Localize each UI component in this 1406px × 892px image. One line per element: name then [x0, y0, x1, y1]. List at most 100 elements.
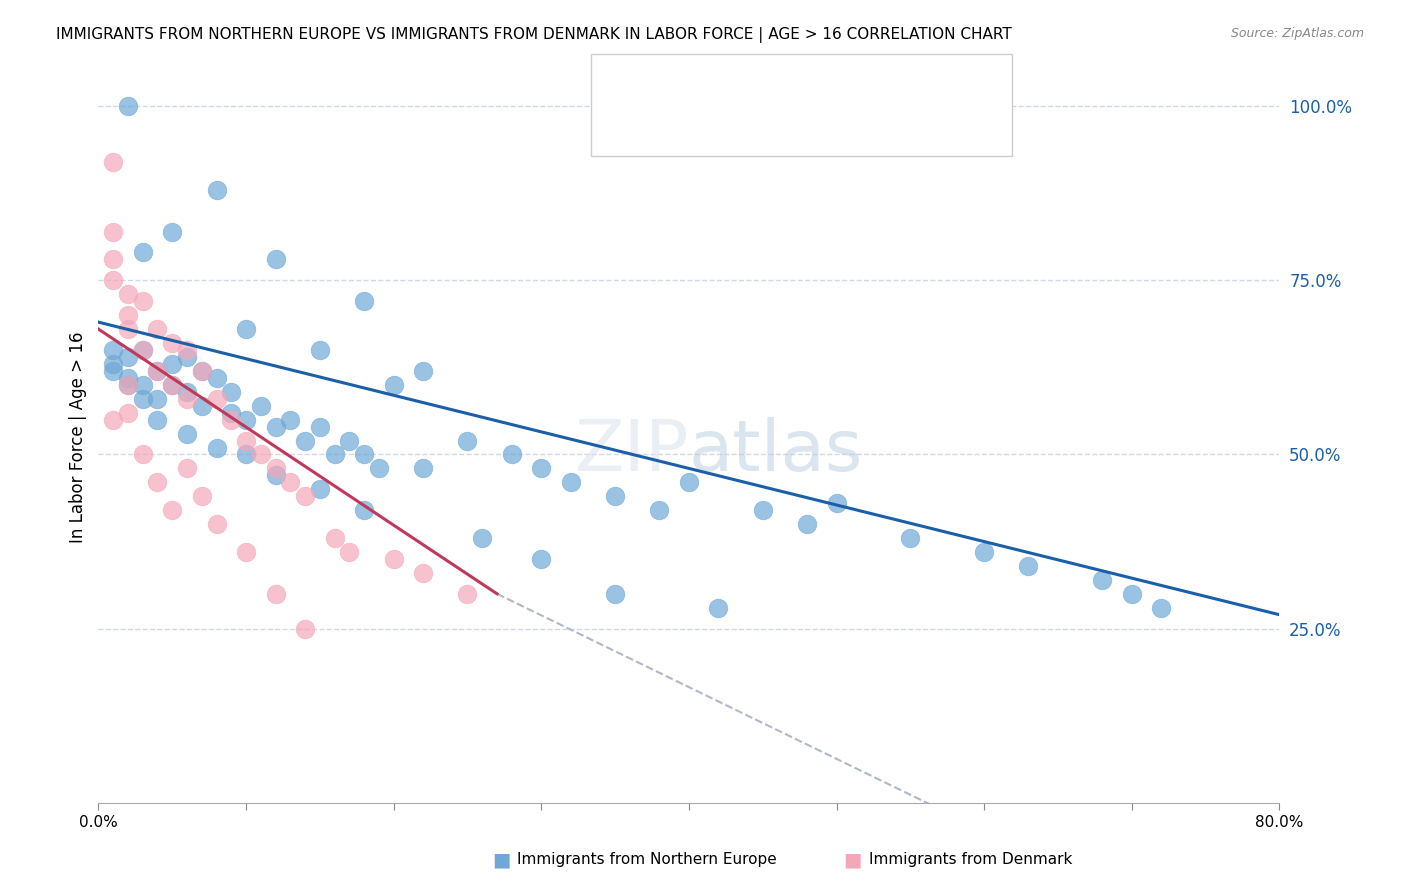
Point	[560, 475, 582, 490]
Point	[132, 343, 155, 357]
Point	[103, 273, 125, 287]
Point	[339, 545, 360, 559]
Text: ■: ■	[844, 851, 862, 870]
Point	[294, 434, 316, 448]
Point	[117, 377, 139, 392]
Point	[264, 252, 287, 267]
Point	[146, 364, 169, 378]
Text: IMMIGRANTS FROM NORTHERN EUROPE VS IMMIGRANTS FROM DENMARK IN LABOR FORCE | AGE : IMMIGRANTS FROM NORTHERN EUROPE VS IMMIG…	[56, 27, 1012, 43]
Point	[132, 377, 155, 392]
Text: -0.388: -0.388	[686, 82, 741, 97]
Point	[339, 434, 360, 448]
Point	[471, 531, 494, 545]
Point	[264, 468, 287, 483]
Text: atlas: atlas	[689, 417, 863, 486]
Point	[278, 412, 302, 426]
Point	[530, 461, 553, 475]
Point	[162, 503, 183, 517]
Point	[1091, 573, 1114, 587]
Point	[191, 399, 214, 413]
Point	[191, 489, 214, 503]
Point	[162, 357, 183, 371]
Point	[309, 419, 332, 434]
Point	[146, 392, 169, 406]
Point	[117, 371, 139, 385]
Point	[162, 225, 183, 239]
Point	[117, 406, 139, 420]
Point	[176, 350, 198, 364]
Point	[132, 245, 155, 260]
Point	[309, 483, 332, 497]
Point	[103, 364, 125, 378]
Point	[264, 419, 287, 434]
Point	[176, 426, 198, 441]
Point	[412, 461, 434, 475]
Text: R =: R =	[650, 118, 683, 133]
Point	[412, 566, 434, 580]
Point	[132, 448, 155, 462]
Text: Source: ZipAtlas.com: Source: ZipAtlas.com	[1230, 27, 1364, 40]
Point	[264, 587, 287, 601]
Point	[219, 406, 242, 420]
Point	[103, 357, 125, 371]
Point	[162, 336, 183, 351]
Point	[294, 489, 316, 503]
Point	[605, 587, 627, 601]
Text: N =: N =	[745, 118, 779, 133]
Point	[176, 392, 198, 406]
Point	[117, 99, 139, 113]
Point	[353, 294, 375, 309]
Point	[250, 448, 273, 462]
Point	[678, 475, 700, 490]
Point	[103, 155, 125, 169]
Point	[117, 350, 139, 364]
Point	[1150, 600, 1173, 615]
Point	[162, 377, 183, 392]
Point	[162, 377, 183, 392]
Point	[323, 448, 346, 462]
Point	[250, 399, 273, 413]
Point	[132, 294, 155, 309]
Point	[235, 545, 257, 559]
Point	[191, 364, 214, 378]
Point	[117, 377, 139, 392]
Point	[456, 587, 478, 601]
Point	[146, 364, 169, 378]
Point	[117, 308, 139, 322]
Point	[176, 461, 198, 475]
Text: Immigrants from Denmark: Immigrants from Denmark	[869, 852, 1073, 867]
Point	[103, 343, 125, 357]
Point	[235, 434, 257, 448]
Point	[219, 384, 242, 399]
Point	[353, 503, 375, 517]
Point	[294, 622, 316, 636]
Point	[501, 448, 523, 462]
Text: Immigrants from Northern Europe: Immigrants from Northern Europe	[517, 852, 778, 867]
Point	[796, 517, 818, 532]
Text: R =: R =	[650, 82, 683, 97]
Point	[176, 343, 198, 357]
Point	[132, 392, 155, 406]
Point	[132, 343, 155, 357]
Text: ■: ■	[492, 851, 510, 870]
Point	[900, 531, 922, 545]
Point	[278, 475, 302, 490]
Point	[117, 322, 139, 336]
Point	[146, 475, 169, 490]
Point	[973, 545, 995, 559]
Point	[219, 412, 242, 426]
Point	[530, 552, 553, 566]
Point	[235, 448, 257, 462]
Point	[205, 441, 228, 455]
Point	[103, 252, 125, 267]
Point	[368, 461, 391, 475]
Point	[1121, 587, 1143, 601]
Point	[1017, 558, 1039, 573]
Point	[382, 377, 405, 392]
Text: 68: 68	[780, 82, 801, 97]
Point	[323, 531, 346, 545]
Point	[235, 322, 257, 336]
Point	[103, 225, 125, 239]
Point	[235, 412, 257, 426]
Point	[117, 287, 139, 301]
